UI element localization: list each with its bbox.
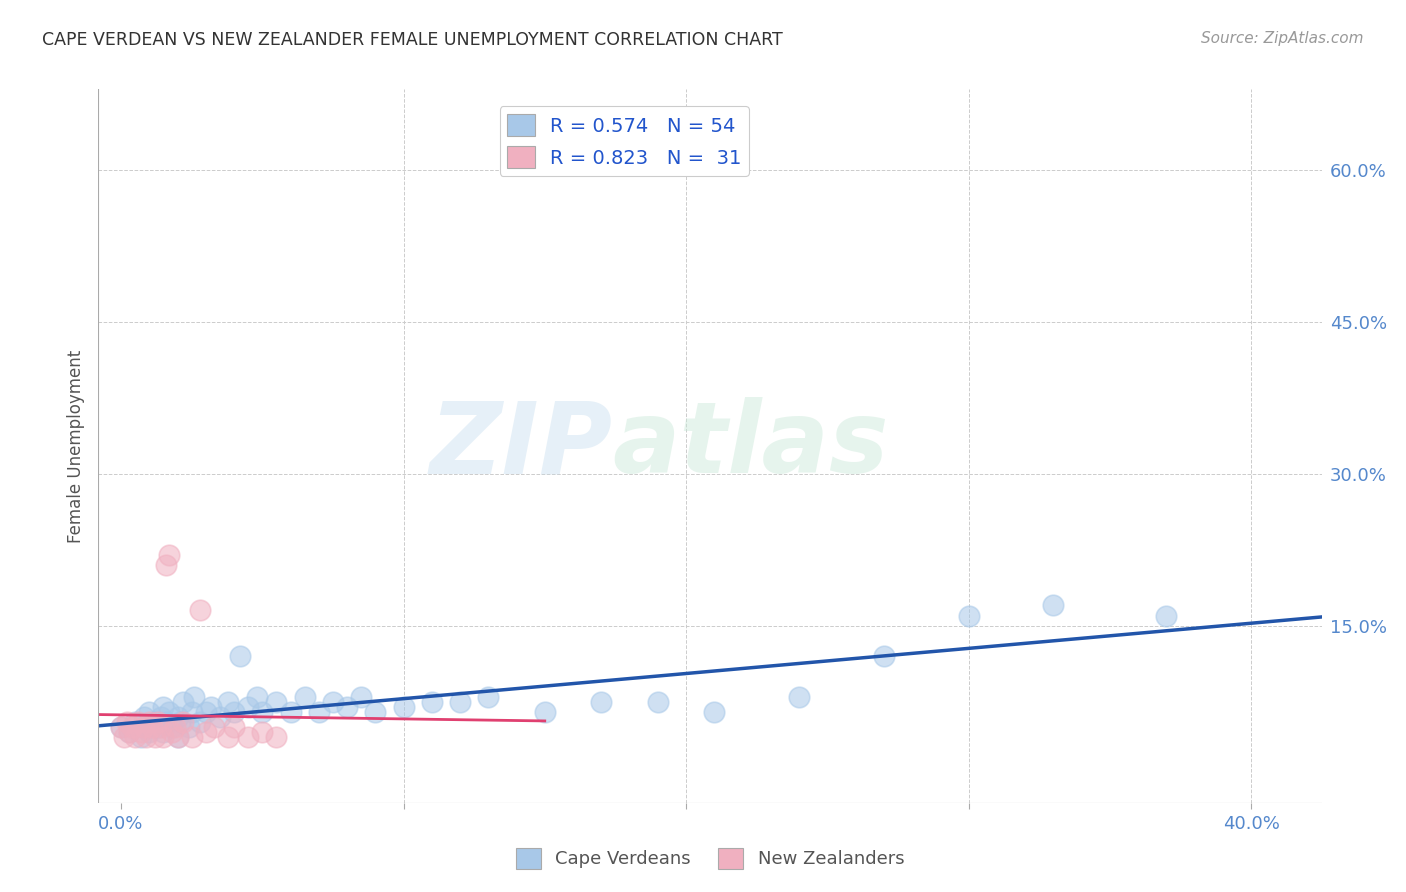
Point: [138, 714, 160, 729]
Point: [146, 720, 169, 734]
Point: [533, 705, 555, 719]
Point: [266, 730, 288, 744]
Point: [591, 695, 613, 709]
Point: [129, 730, 152, 744]
Point: [110, 720, 132, 734]
Point: [392, 699, 415, 714]
Point: [246, 690, 269, 704]
Point: [236, 730, 259, 744]
Point: [172, 714, 194, 729]
Point: [336, 699, 359, 714]
Point: [138, 725, 160, 739]
Point: [294, 690, 316, 704]
Point: [132, 710, 155, 724]
Point: [155, 558, 177, 572]
Point: [957, 608, 980, 623]
Point: [166, 730, 188, 744]
Point: [155, 714, 177, 729]
Point: [129, 725, 152, 739]
Point: [127, 714, 149, 729]
Point: [322, 695, 344, 709]
Point: [180, 705, 202, 719]
Point: [118, 725, 141, 739]
Point: [222, 705, 245, 719]
Point: [477, 690, 499, 704]
Point: [138, 705, 160, 719]
Point: [160, 725, 183, 739]
Point: [152, 725, 174, 739]
Point: [188, 603, 211, 617]
Point: [787, 690, 810, 704]
Point: [135, 720, 157, 734]
Point: [194, 705, 217, 719]
Point: [308, 705, 330, 719]
Text: Source: ZipAtlas.com: Source: ZipAtlas.com: [1201, 31, 1364, 46]
Point: [166, 730, 188, 744]
Point: [252, 725, 274, 739]
Point: [420, 695, 443, 709]
Point: [1042, 599, 1064, 613]
Point: [177, 720, 200, 734]
Point: [118, 725, 141, 739]
Point: [110, 720, 132, 734]
Text: atlas: atlas: [612, 398, 889, 494]
Point: [188, 714, 211, 729]
Point: [703, 705, 725, 719]
Point: [166, 710, 188, 724]
Point: [252, 705, 274, 719]
Point: [180, 730, 202, 744]
Point: [208, 710, 231, 724]
Point: [149, 720, 172, 734]
Point: [194, 725, 217, 739]
Point: [217, 730, 239, 744]
Point: [143, 730, 166, 744]
Point: [873, 648, 896, 663]
Point: [200, 699, 222, 714]
Point: [449, 695, 471, 709]
Point: [280, 705, 302, 719]
Y-axis label: Female Unemployment: Female Unemployment: [67, 350, 86, 542]
Point: [202, 720, 225, 734]
Point: [157, 548, 180, 562]
Point: [157, 705, 180, 719]
Point: [236, 699, 259, 714]
Point: [149, 710, 172, 724]
Point: [647, 695, 669, 709]
Text: ZIP: ZIP: [429, 398, 612, 494]
Legend: Cape Verdeans, New Zealanders: Cape Verdeans, New Zealanders: [509, 840, 911, 876]
Point: [1154, 608, 1177, 623]
Point: [146, 714, 169, 729]
Point: [132, 720, 155, 734]
Point: [222, 720, 245, 734]
Point: [266, 695, 288, 709]
Point: [135, 730, 157, 744]
Point: [183, 690, 205, 704]
Text: CAPE VERDEAN VS NEW ZEALANDER FEMALE UNEMPLOYMENT CORRELATION CHART: CAPE VERDEAN VS NEW ZEALANDER FEMALE UNE…: [42, 31, 783, 49]
Point: [152, 730, 174, 744]
Point: [152, 699, 174, 714]
Point: [163, 720, 186, 734]
Point: [350, 690, 373, 704]
Point: [121, 720, 143, 734]
Point: [143, 714, 166, 729]
Point: [364, 705, 387, 719]
Point: [172, 695, 194, 709]
Point: [112, 730, 135, 744]
Point: [217, 695, 239, 709]
Point: [160, 720, 183, 734]
Point: [124, 730, 146, 744]
Point: [115, 714, 138, 729]
Point: [169, 714, 191, 729]
Point: [124, 714, 146, 729]
Point: [228, 648, 250, 663]
Point: [141, 720, 163, 734]
